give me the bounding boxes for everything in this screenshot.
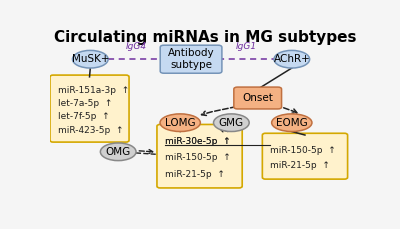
FancyBboxPatch shape [160, 45, 222, 73]
Ellipse shape [100, 143, 136, 161]
Text: MuSK+: MuSK+ [72, 54, 109, 64]
Ellipse shape [272, 114, 312, 131]
Ellipse shape [274, 50, 310, 68]
Text: miR-30e-5p  ↑: miR-30e-5p ↑ [0, 228, 1, 229]
Text: Onset: Onset [242, 93, 273, 103]
FancyBboxPatch shape [157, 125, 242, 188]
Text: let-7a-5p  ↑: let-7a-5p ↑ [58, 99, 112, 108]
Ellipse shape [160, 114, 200, 131]
Text: miR-30e-5p  ↑: miR-30e-5p ↑ [165, 137, 231, 146]
FancyBboxPatch shape [262, 133, 348, 179]
FancyBboxPatch shape [234, 87, 282, 109]
Text: miR-150-5p  ↑: miR-150-5p ↑ [165, 153, 231, 162]
Text: Circulating miRNAs in MG subtypes: Circulating miRNAs in MG subtypes [54, 30, 356, 45]
Text: IgG4: IgG4 [126, 42, 147, 51]
Text: miR-150-5p  ↑: miR-150-5p ↑ [270, 145, 336, 155]
Text: LOMG: LOMG [165, 118, 196, 128]
Text: miR-423-5p  ↑: miR-423-5p ↑ [58, 126, 124, 135]
Text: EOMG: EOMG [276, 118, 308, 128]
Text: OMG: OMG [106, 147, 131, 157]
Text: miR-21-5p  ↑: miR-21-5p ↑ [270, 161, 330, 170]
Text: IgG1: IgG1 [236, 42, 256, 51]
Text: miR-30e-5p  ↑: miR-30e-5p ↑ [165, 137, 231, 146]
Text: AChR+: AChR+ [274, 54, 310, 64]
Text: miR-151a-3p  ↑: miR-151a-3p ↑ [58, 86, 129, 95]
Text: GMG: GMG [219, 118, 244, 128]
Ellipse shape [214, 114, 249, 131]
Text: miR-21-5p  ↑: miR-21-5p ↑ [165, 170, 225, 179]
Text: Antibody
subtype: Antibody subtype [168, 48, 214, 70]
Ellipse shape [72, 50, 108, 68]
FancyBboxPatch shape [50, 75, 129, 142]
Text: let-7f-5p  ↑: let-7f-5p ↑ [58, 112, 110, 121]
